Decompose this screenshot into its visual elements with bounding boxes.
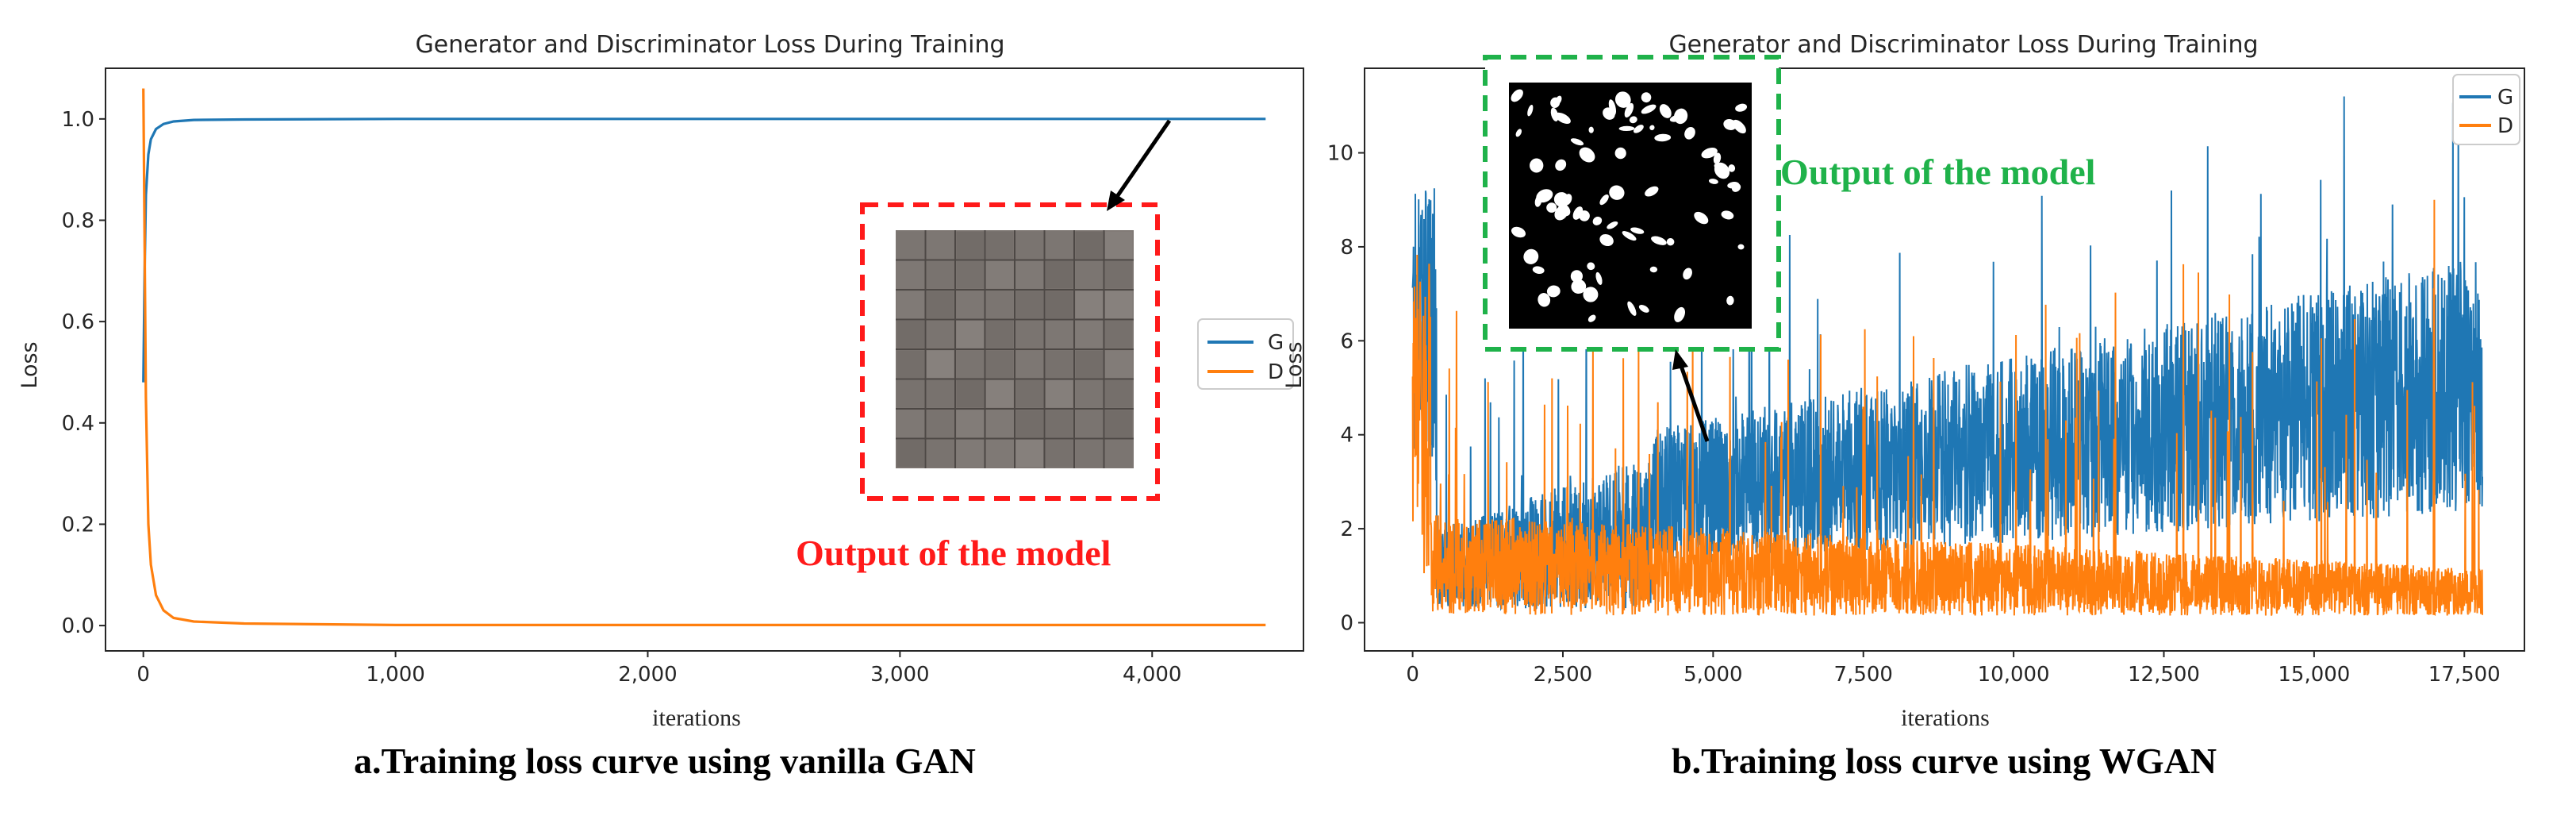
panel-b-xtick-label: 2,500 xyxy=(1534,663,1592,687)
panel-b-ylabel: Loss xyxy=(1282,341,1307,388)
legend-d-label-a: D xyxy=(1268,360,1284,384)
panel-a-legend: G D xyxy=(1197,318,1294,390)
panel-b-ytick-label: 10 xyxy=(1327,142,1353,166)
panel-b-ytick-label: 8 xyxy=(1340,236,1353,260)
panel-a-caption: a.Training loss curve using vanilla GAN xyxy=(354,741,976,781)
panel-b-xlabel: iterations xyxy=(1901,705,1990,731)
panel-a-ytick-label: 0.8 xyxy=(62,209,94,233)
panel-a-arrowhead xyxy=(1107,191,1125,211)
panel-a-xlabel: iterations xyxy=(652,705,741,731)
panel-a-ytick-label: 1.0 xyxy=(62,108,94,132)
panel-a-arrow xyxy=(1112,119,1172,202)
series-d-line-b xyxy=(1411,199,2483,617)
panel-a-ytick-label: 0.6 xyxy=(62,310,94,334)
panel-b-ytick-label: 2 xyxy=(1340,518,1353,541)
panel-b-chart: Generator and Discriminator Loss During … xyxy=(1282,31,2525,731)
panel-b-xtick-label: 10,000 xyxy=(1978,663,2050,687)
panel-a-lines xyxy=(142,88,1266,627)
panel-b-caption: b.Training loss curve using WGAN xyxy=(1672,741,2217,781)
panel-a-ticks: 0 1,000 2,000 3,000 4,000 0.0 0.2 0.4 0.6 0.8 1.0 xyxy=(62,108,1182,687)
panel-b-ticks: 0 2,500 5,000 7,500 10,000 12,500 15,000 17,500… xyxy=(1327,142,2501,687)
panel-a-xtick-label: 0 xyxy=(136,663,150,687)
panel-b-arrowhead xyxy=(1672,349,1688,370)
panel-b-output-image xyxy=(1509,83,1752,329)
panel-b-ytick-label: 6 xyxy=(1340,329,1353,353)
panel-a-xtick-label: 2,000 xyxy=(618,663,677,687)
series-g-line-b xyxy=(1411,96,2483,611)
panel-b-xtick-label: 0 xyxy=(1406,663,1419,687)
legend-d-label-b: D xyxy=(2497,114,2513,138)
panel-a-xtick-label: 3,000 xyxy=(870,663,929,687)
panel-a-ytick-label: 0.0 xyxy=(62,614,94,638)
panel-b-legend: G D xyxy=(2452,74,2520,145)
panel-a-plot-frame xyxy=(105,67,1304,652)
panel-b-xtick-label: 12,500 xyxy=(2128,663,2200,687)
panel-a-xtick-label: 1,000 xyxy=(366,663,424,687)
panel-b-lines xyxy=(1411,96,2483,617)
legend-g-label-b: G xyxy=(2497,86,2513,110)
panel-b-ytick-label: 4 xyxy=(1340,424,1353,448)
panel-b-ytick-label: 0 xyxy=(1340,611,1353,635)
panel-b-plot-frame xyxy=(1364,67,2525,652)
panel-b-annotation-text: Output of the model xyxy=(1780,152,2095,192)
panel-a-ytick-label: 0.2 xyxy=(62,513,94,537)
series-d-line-a xyxy=(142,88,1266,627)
panel-b-xtick-label: 17,500 xyxy=(2428,663,2501,687)
panel-a-ylabel: Loss xyxy=(17,341,42,388)
panel-b-xtick-label: 7,500 xyxy=(1834,663,1893,687)
panel-a-title: Generator and Discriminator Loss During … xyxy=(415,31,1004,59)
legend-g-label-a: G xyxy=(1268,331,1284,355)
series-g-line-a xyxy=(142,117,1266,383)
panel-a-output-image xyxy=(896,230,1134,468)
panel-a-ytick-label: 0.4 xyxy=(62,412,94,436)
panel-b-xtick-label: 5,000 xyxy=(1683,663,1742,687)
panel-b-title: Generator and Discriminator Loss During … xyxy=(1668,31,2258,59)
panel-a-chart: Generator and Discriminator Loss During … xyxy=(17,31,1304,731)
panel-a-annotation-text: Output of the model xyxy=(796,533,1111,573)
panel-b-xtick-label: 15,000 xyxy=(2278,663,2350,687)
panel-b-arrow xyxy=(1678,363,1710,442)
panel-a-xtick-label: 4,000 xyxy=(1123,663,1181,687)
